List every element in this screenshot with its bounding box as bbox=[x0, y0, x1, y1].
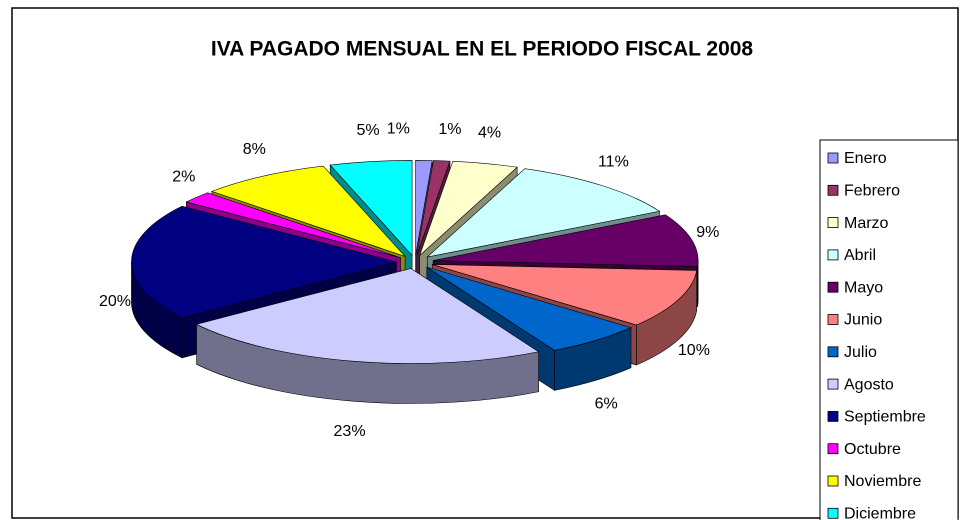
legend-label: Junio bbox=[844, 312, 882, 329]
legend-label: Enero bbox=[844, 150, 887, 167]
legend-swatch bbox=[827, 314, 839, 325]
legend-label: Marzo bbox=[844, 215, 889, 232]
legend-label: Agosto bbox=[844, 376, 894, 393]
data-label: 20% bbox=[99, 293, 131, 310]
slice bbox=[416, 160, 451, 256]
slice bbox=[185, 192, 401, 259]
data-label: 1% bbox=[438, 121, 461, 138]
legend-label: Noviembre bbox=[844, 473, 921, 490]
legend-swatch bbox=[827, 475, 839, 487]
legend-swatch bbox=[827, 184, 839, 196]
slice bbox=[329, 160, 413, 257]
data-label: 1% bbox=[387, 120, 410, 137]
legend-label: Octubre bbox=[844, 441, 901, 458]
slice bbox=[419, 160, 518, 256]
slice bbox=[131, 205, 398, 319]
legend-swatch bbox=[827, 443, 839, 455]
data-label: 11% bbox=[598, 153, 629, 170]
chart-title: IVA PAGADO MENSUAL EN EL PERIODO FISCAL … bbox=[211, 38, 754, 61]
data-label: 4% bbox=[478, 124, 501, 141]
legend-label: Abril bbox=[844, 247, 876, 264]
legend-swatch bbox=[827, 346, 839, 358]
slice bbox=[210, 165, 407, 258]
legend-label: Febrero bbox=[844, 183, 900, 200]
slice bbox=[426, 266, 632, 351]
legend-swatch bbox=[827, 281, 839, 293]
data-label: 23% bbox=[334, 423, 366, 440]
legend-swatch bbox=[827, 507, 839, 519]
slice bbox=[415, 160, 433, 256]
legend-swatch bbox=[827, 217, 839, 229]
slice bbox=[432, 264, 698, 326]
data-label: 2% bbox=[172, 168, 195, 185]
legend-swatch bbox=[827, 249, 839, 261]
slice bbox=[433, 214, 699, 267]
data-label: 5% bbox=[357, 122, 380, 139]
data-label: 8% bbox=[243, 141, 266, 158]
slice-side bbox=[697, 260, 699, 307]
legend-swatch bbox=[827, 410, 839, 422]
legend: Enero Febrero Marzo Abril Mayo Junio Julio Agos… bbox=[819, 139, 959, 520]
legend-label: Julio bbox=[844, 344, 877, 361]
legend-label: Septiembre bbox=[844, 409, 926, 426]
legend-label: Mayo bbox=[844, 279, 883, 296]
data-label: 6% bbox=[595, 396, 618, 413]
legend-swatch bbox=[827, 152, 839, 164]
pie: 1% 1% 4% 11% 9% 10% 6% 23% 20% 2% 8% 5% bbox=[99, 120, 719, 440]
data-label: 10% bbox=[678, 342, 710, 359]
slice bbox=[426, 168, 661, 258]
slice bbox=[195, 268, 540, 364]
legend-swatch bbox=[827, 378, 839, 390]
legend-label: Diciembre bbox=[844, 506, 916, 520]
data-label: 9% bbox=[696, 224, 719, 241]
legend-box bbox=[819, 139, 959, 520]
